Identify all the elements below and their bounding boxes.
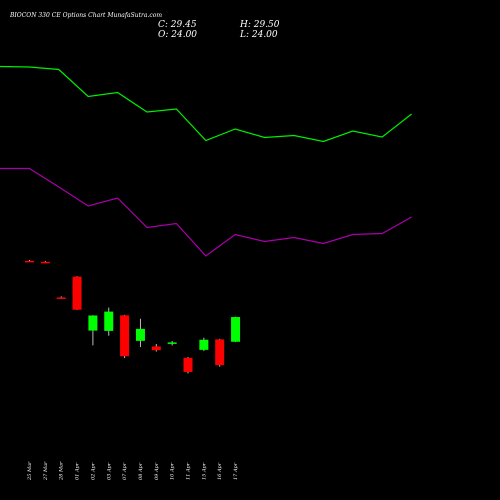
date-tick-label: 08 Apr <box>138 462 144 480</box>
candle <box>40 260 50 264</box>
candle <box>215 338 225 367</box>
candles-group <box>25 259 241 374</box>
candle-body <box>183 357 193 372</box>
candle-body <box>135 328 145 341</box>
date-tick-label: 01 Apr <box>75 462 81 480</box>
candle <box>135 318 145 348</box>
date-tick-label: 02 Apr <box>90 462 96 480</box>
candle-body <box>40 261 50 264</box>
lower-band-line <box>0 167 412 257</box>
candle-body <box>104 311 114 331</box>
candle <box>72 276 82 311</box>
open-value: O: 24.00 <box>158 30 197 40</box>
close-value: C: 29.45 <box>158 20 197 30</box>
high-value: H: 29.50 <box>239 20 280 30</box>
candle-body <box>25 260 34 263</box>
candle <box>56 296 66 299</box>
indicator-lines <box>0 65 412 257</box>
chart-title: BIOCON 330 CE Options Chart MunafaSutra.… <box>9 12 162 19</box>
candle-body <box>120 315 130 357</box>
candle <box>25 259 34 263</box>
candle-body <box>167 342 177 344</box>
candle <box>231 316 241 343</box>
candle <box>88 315 98 346</box>
candle-body <box>88 315 98 331</box>
candle <box>183 356 193 374</box>
candle <box>199 337 209 351</box>
date-tick-label: 15 Apr <box>201 462 207 480</box>
low-value: L: 24.00 <box>239 30 278 40</box>
date-tick-label: 10 Apr <box>170 462 176 480</box>
date-tick-label: 07 Apr <box>122 462 128 480</box>
candle-body <box>199 339 209 350</box>
candle-body <box>215 339 225 366</box>
date-tick-label: 25 Mar <box>27 461 33 481</box>
date-axis: 25 Mar 27 Mar 28 Mar 01 Apr 02 Apr 03 Apr 07 A… <box>27 461 239 481</box>
date-tick-label: 11 Apr <box>186 462 192 480</box>
candle-body <box>151 346 161 351</box>
date-tick-label: 03 Apr <box>106 462 112 480</box>
date-tick-label: 28 Mar <box>59 461 65 481</box>
candle <box>151 343 161 352</box>
date-tick-label: 17 Apr <box>233 462 239 480</box>
candle <box>104 307 114 336</box>
upper-band-line <box>0 65 412 143</box>
candle-body <box>72 276 82 310</box>
candle-body <box>231 317 241 342</box>
date-tick-label: 09 Apr <box>154 462 160 480</box>
candle-body <box>56 297 66 299</box>
date-tick-label: 27 Mar <box>43 461 49 481</box>
date-tick-label: 16 Apr <box>217 462 223 480</box>
candle <box>120 314 130 359</box>
candle <box>167 341 177 346</box>
